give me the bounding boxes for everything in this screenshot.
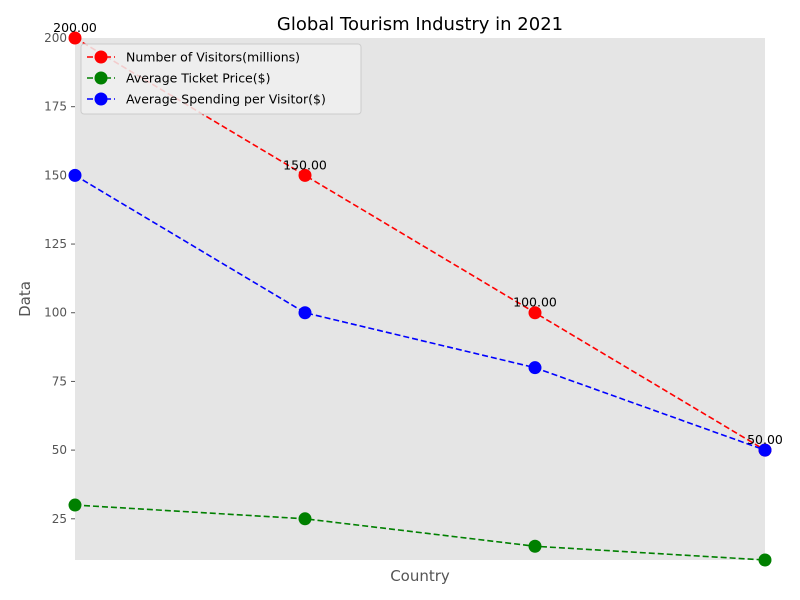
data-point[interactable] — [528, 361, 542, 375]
y-axis-label: Data — [16, 281, 34, 317]
legend-marker — [94, 71, 108, 85]
legend-box — [80, 43, 362, 115]
legend-marker — [94, 50, 108, 64]
y-tick-label: 25 — [52, 512, 67, 526]
data-labels: 200.00 150.00 100.00 50.00 — [53, 20, 783, 447]
legend[interactable]: Number of Visitors(millions) Average Tick… — [80, 43, 362, 115]
data-label: 200.00 — [53, 20, 97, 35]
legend-label: Average Spending per Visitor($) — [126, 92, 326, 107]
legend-item[interactable]: Number of Visitors(millions) — [87, 50, 300, 65]
data-point[interactable] — [68, 498, 82, 512]
data-point[interactable] — [528, 539, 542, 553]
y-tick-label: 50 — [52, 443, 67, 457]
data-point[interactable] — [68, 168, 82, 182]
y-tick-label: 200 — [44, 31, 67, 45]
series-2 — [68, 168, 772, 457]
y-tick-label: 175 — [44, 100, 67, 114]
chart-title: Global Tourism Industry in 2021 — [277, 14, 563, 35]
plot-area — [75, 38, 765, 560]
series-line — [74, 504, 766, 561]
legend-label: Average Ticket Price($) — [126, 71, 270, 86]
data-label: 50.00 — [747, 432, 783, 447]
data-point[interactable] — [298, 512, 312, 526]
x-axis-label: Country — [390, 567, 450, 585]
y-axis: 25 50 75 100 125 150 175 200 — [44, 31, 75, 526]
data-point[interactable] — [298, 168, 312, 182]
legend-marker — [94, 92, 108, 106]
series-line — [74, 174, 766, 451]
y-tick-label: 150 — [44, 168, 67, 182]
y-tick-label: 100 — [44, 306, 67, 320]
legend-label: Number of Visitors(millions) — [126, 50, 300, 65]
data-point[interactable] — [298, 306, 312, 320]
data-point[interactable] — [68, 31, 82, 45]
y-tick-label: 75 — [52, 374, 67, 388]
data-label: 100.00 — [513, 295, 557, 310]
legend-item[interactable]: Average Spending per Visitor($) — [87, 92, 326, 107]
series-1 — [68, 498, 772, 567]
series-line — [74, 37, 766, 451]
data-point[interactable] — [758, 553, 772, 567]
series-group — [68, 31, 772, 567]
data-point[interactable] — [758, 443, 772, 457]
legend-item[interactable]: Average Ticket Price($) — [87, 71, 270, 86]
data-point[interactable] — [528, 306, 542, 320]
data-label: 150.00 — [283, 157, 327, 172]
y-tick-label: 125 — [44, 237, 67, 251]
